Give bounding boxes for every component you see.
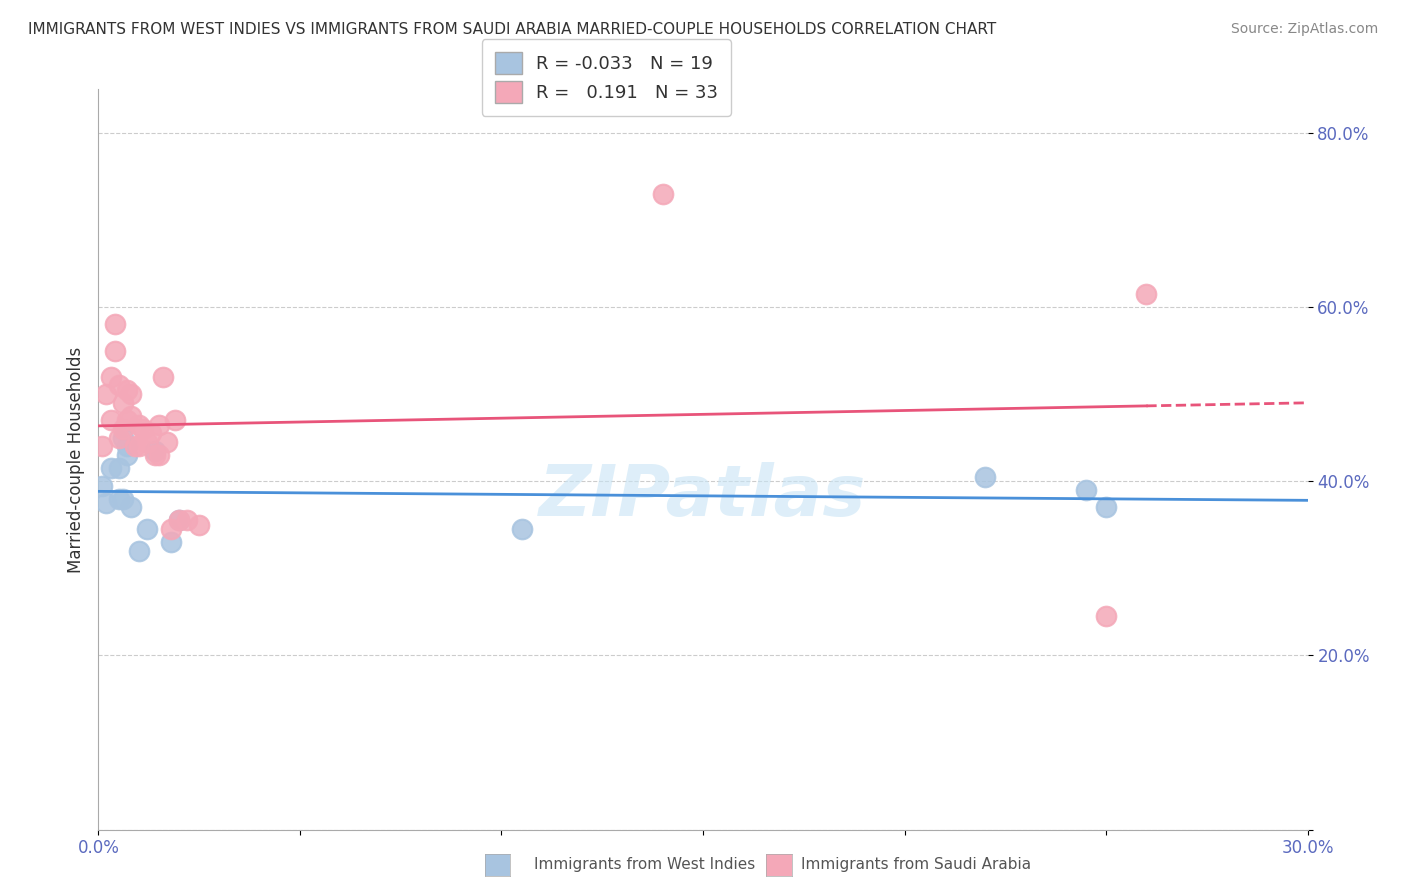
Point <box>115 448 138 462</box>
Point <box>103 343 125 358</box>
Point <box>160 522 183 536</box>
Point <box>111 396 134 410</box>
Point <box>1095 500 1118 515</box>
Point <box>107 431 129 445</box>
Point <box>107 378 129 392</box>
Point <box>115 413 138 427</box>
Text: IMMIGRANTS FROM WEST INDIES VS IMMIGRANTS FROM SAUDI ARABIA MARRIED-COUPLE HOUSE: IMMIGRANTS FROM WEST INDIES VS IMMIGRANT… <box>28 22 997 37</box>
Point <box>103 318 125 332</box>
Point <box>124 439 146 453</box>
Point <box>510 522 533 536</box>
Point <box>111 491 134 506</box>
Text: Immigrants from West Indies: Immigrants from West Indies <box>534 857 755 872</box>
Point <box>135 522 157 536</box>
Point <box>100 461 122 475</box>
Point <box>1095 609 1118 624</box>
Legend: R = -0.033   N = 19, R =   0.191   N = 33: R = -0.033 N = 19, R = 0.191 N = 33 <box>482 39 731 116</box>
Point <box>160 535 183 549</box>
Point <box>120 409 142 423</box>
Point <box>135 434 157 449</box>
Point <box>111 431 134 445</box>
Point <box>143 448 166 462</box>
Point <box>143 443 166 458</box>
Point <box>132 422 155 436</box>
Point <box>152 369 174 384</box>
Text: Source: ZipAtlas.com: Source: ZipAtlas.com <box>1230 22 1378 37</box>
Point <box>96 387 118 401</box>
Point <box>176 513 198 527</box>
Point <box>167 513 190 527</box>
Point <box>974 470 997 484</box>
Text: ZIPatlas: ZIPatlas <box>540 462 866 531</box>
Point <box>91 439 114 453</box>
Point <box>100 413 122 427</box>
Point <box>107 491 129 506</box>
Point <box>651 186 673 201</box>
Point <box>148 448 170 462</box>
Point <box>1135 286 1157 301</box>
Point <box>188 517 211 532</box>
Point <box>128 439 150 453</box>
Y-axis label: Married-couple Households: Married-couple Households <box>66 346 84 573</box>
Point <box>100 369 122 384</box>
Point <box>156 434 179 449</box>
Point <box>148 417 170 432</box>
Point <box>128 417 150 432</box>
Point <box>120 500 142 515</box>
Point <box>115 383 138 397</box>
Point <box>96 496 118 510</box>
Point <box>111 422 134 436</box>
Point <box>1074 483 1097 497</box>
Point <box>139 426 162 441</box>
Point <box>115 439 138 453</box>
Point <box>91 478 114 492</box>
Point <box>107 461 129 475</box>
Point <box>163 413 186 427</box>
Point <box>167 513 190 527</box>
Text: Immigrants from Saudi Arabia: Immigrants from Saudi Arabia <box>801 857 1032 872</box>
Point <box>128 544 150 558</box>
Point <box>120 387 142 401</box>
